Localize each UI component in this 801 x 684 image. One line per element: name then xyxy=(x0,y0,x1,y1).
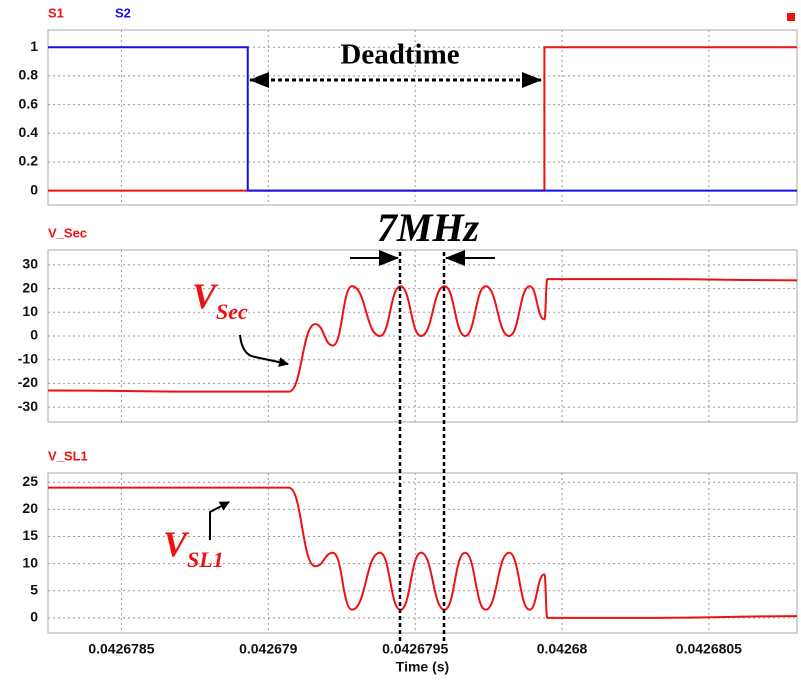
annotation: Deadtime xyxy=(340,39,459,71)
y-tick-label: 0.6 xyxy=(19,95,39,111)
label-arrow xyxy=(209,501,230,540)
x-axis-label: Time (s) xyxy=(396,659,449,675)
label-subscript: Sec xyxy=(216,299,248,324)
series-line xyxy=(48,486,798,619)
y-tick-label: -20 xyxy=(18,374,38,390)
y-tick-label: 10 xyxy=(22,554,38,570)
y-tick-label: 0.4 xyxy=(19,124,39,140)
label-main: V xyxy=(192,276,219,316)
legend-entry: V_SL1 xyxy=(48,448,88,463)
label-main: V xyxy=(163,524,190,564)
label-arrow xyxy=(239,334,289,368)
y-tick-label: 30 xyxy=(22,256,38,272)
y-tick-label: -10 xyxy=(18,350,38,366)
x-tick-label: 0.0426785 xyxy=(88,641,154,657)
label-subscript: SL1 xyxy=(187,547,224,572)
x-tick-label: 0.04268 xyxy=(537,641,588,657)
x-tick-label: 0.042679 xyxy=(239,641,298,657)
y-tick-label: 0 xyxy=(30,181,38,197)
x-tick-label: 0.0426795 xyxy=(382,641,448,657)
legend-entry: S1 xyxy=(48,5,64,20)
legend-entry: V_Sec xyxy=(48,225,87,240)
y-tick-label: 0.8 xyxy=(19,67,39,83)
y-tick-label: 0.2 xyxy=(19,153,39,169)
y-tick-label: 20 xyxy=(22,279,38,295)
plot-area: 0 0.2 0.4 0.6 0.8 1 S1 S2 -30 -20 -10 0 10 20 30 V_Sec 0… xyxy=(18,5,798,675)
x-tick-label: 0.0426805 xyxy=(676,641,742,657)
panel-frame xyxy=(47,29,798,206)
y-tick-label: 25 xyxy=(22,473,38,489)
panel-frame xyxy=(47,472,798,634)
signal-label: VSec xyxy=(192,276,248,324)
y-tick-label: 0 xyxy=(30,327,38,343)
y-tick-label: 1 xyxy=(30,38,38,54)
annotation: 7MHz xyxy=(377,205,480,250)
y-tick-label: -30 xyxy=(18,398,38,414)
y-tick-label: 5 xyxy=(30,581,38,597)
series-line xyxy=(47,278,798,393)
y-tick-label: 15 xyxy=(22,527,38,543)
y-tick-label: 10 xyxy=(22,303,38,319)
signal-label: VSL1 xyxy=(163,524,224,572)
y-tick-label: 20 xyxy=(22,500,38,516)
series-line xyxy=(48,46,797,192)
marker-square xyxy=(787,13,795,21)
y-tick-label: 0 xyxy=(30,609,38,625)
legend-entry: S2 xyxy=(115,5,131,20)
